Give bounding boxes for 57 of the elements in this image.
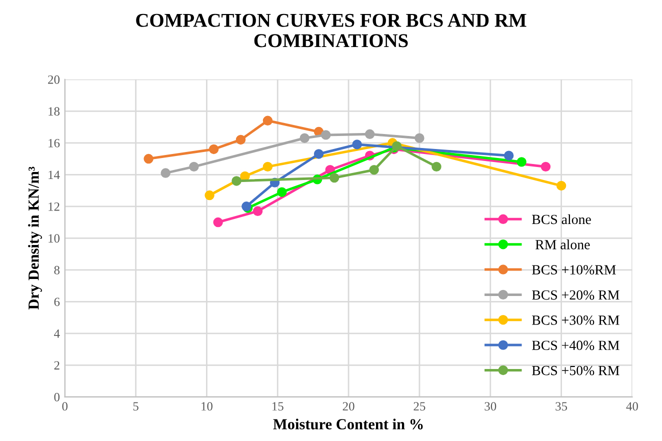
x-tick-label: 25 — [414, 402, 426, 411]
x-tick-label: 10 — [202, 402, 212, 411]
point — [144, 154, 154, 164]
point — [352, 140, 362, 150]
y-tick-label: 4 — [54, 330, 60, 338]
y-tick-label: 16 — [48, 138, 60, 148]
legend-label: BCS +10%RM — [532, 265, 616, 275]
point — [414, 133, 424, 143]
legend-label: BCS +50% RM — [532, 366, 620, 376]
y-tick-label: 2 — [54, 361, 60, 370]
y-tick-label: 18 — [48, 107, 60, 116]
point — [369, 165, 379, 175]
point — [204, 190, 214, 200]
point — [262, 116, 273, 126]
point — [314, 149, 324, 159]
point — [189, 162, 199, 172]
point — [208, 144, 219, 154]
x-tick-label: 20 — [342, 402, 354, 411]
point — [232, 176, 242, 186]
point — [364, 129, 375, 140]
point — [236, 134, 246, 145]
legend-label: RM alone — [535, 240, 590, 250]
x-tick-label: 40 — [626, 402, 638, 411]
y-tick-label: 6 — [54, 298, 60, 306]
x-tick-label: 35 — [556, 402, 568, 411]
x-tick-label: 30 — [484, 402, 496, 411]
point — [392, 141, 402, 151]
y-tick-label: 8 — [54, 266, 60, 274]
point — [262, 162, 273, 172]
x-tick-label: 15 — [272, 402, 284, 411]
point — [252, 206, 263, 216]
point — [300, 133, 310, 143]
x-tick-label: 5 — [133, 402, 138, 411]
point — [556, 180, 566, 191]
x-tick-label: 0 — [62, 402, 68, 411]
y-tick-label: 10 — [48, 234, 60, 243]
point — [432, 162, 442, 172]
point — [540, 162, 551, 172]
point — [330, 172, 340, 183]
y-tick-label: 20 — [48, 75, 60, 84]
point — [516, 157, 526, 167]
y-tick-label: 0 — [54, 392, 60, 402]
legend-label: BCS alone — [532, 214, 591, 224]
point — [277, 187, 287, 197]
point — [160, 168, 170, 178]
y-axis-title: Dry Density in KN/m³ — [28, 166, 42, 310]
y-tick-label: 14 — [48, 170, 60, 179]
legend-label: BCS +30% RM — [532, 315, 620, 325]
point — [240, 171, 250, 182]
point — [213, 217, 223, 228]
x-axis-title: Moisture Content in % — [273, 418, 423, 430]
legend-label: BCS +20% RM — [532, 290, 620, 300]
point — [504, 150, 514, 160]
y-tick-label: 12 — [48, 202, 60, 211]
chart-title: COMPACTION CURVES FOR BCS AND RM COMBINATIONS — [136, 14, 526, 48]
legend-label: BCS +40% RM — [532, 340, 620, 350]
point — [320, 130, 331, 140]
